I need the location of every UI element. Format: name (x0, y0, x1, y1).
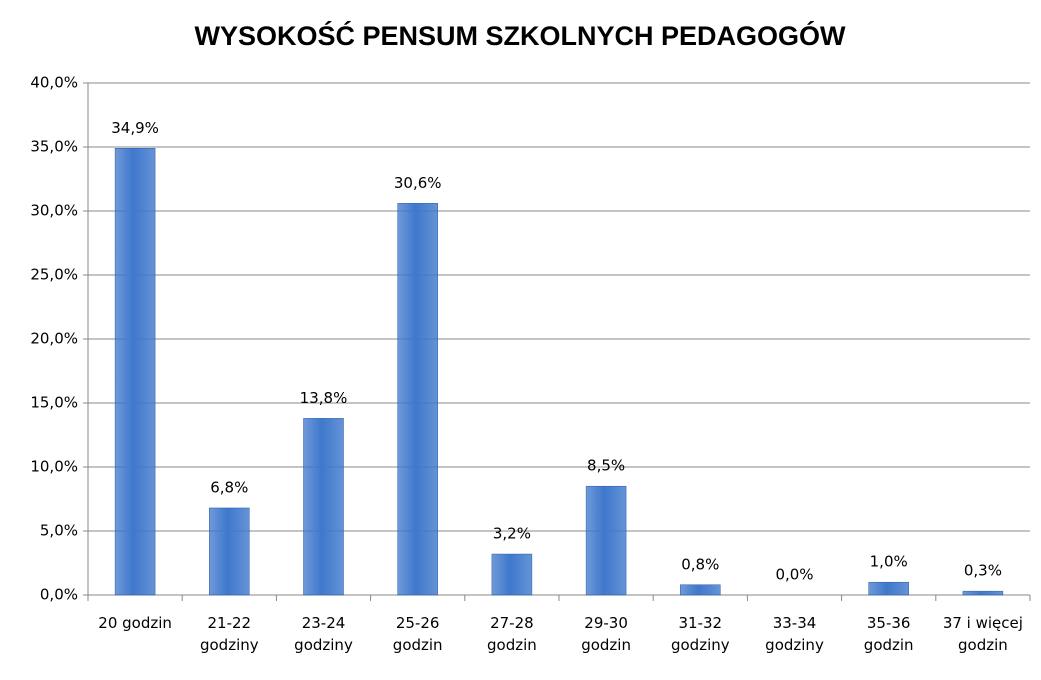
x-tick-label: 25-26 godzin (392, 614, 443, 654)
y-tick-label: 20,0% (30, 330, 78, 348)
y-tick-label: 5,0% (40, 522, 78, 540)
y-tick-label: 30,0% (30, 202, 78, 220)
bar (209, 507, 250, 596)
x-tick-label: 21-22 godziny (199, 614, 259, 654)
value-label: 34,9% (111, 119, 159, 137)
x-tick-label: 23-24 godziny (294, 614, 353, 654)
value-label: 0,8% (681, 555, 719, 573)
bar (114, 148, 156, 596)
value-label: 6,8% (210, 478, 248, 496)
x-tick-label: 35-36 godzin (863, 614, 914, 654)
bar (962, 590, 1004, 596)
y-tick-label: 25,0% (30, 266, 78, 284)
y-tick-label: 10,0% (30, 458, 78, 476)
y-tick-label: 0,0% (40, 586, 78, 604)
x-tick-label: 33-34 godziny (765, 614, 824, 654)
value-label: 1,0% (870, 553, 908, 571)
bar (680, 584, 721, 596)
value-label: 0,3% (964, 562, 1002, 580)
x-tick-label: 29-30 godzin (581, 614, 631, 654)
x-tick-label: 20 godzin (98, 614, 172, 632)
y-tick-label: 40,0% (30, 74, 78, 92)
bar (303, 418, 344, 596)
bar (397, 203, 438, 596)
y-tick-label: 15,0% (30, 394, 78, 412)
chart-title: WYSOKOŚĆ PENSUM SZKOLNYCH PEDAGOGÓW (194, 20, 846, 51)
value-label: 8,5% (587, 457, 625, 475)
value-label: 30,6% (394, 174, 442, 192)
value-label: 3,2% (493, 525, 531, 543)
bar (585, 485, 627, 596)
x-tick-label: 37 i więcej godzin (942, 614, 1023, 654)
y-tick-label: 35,0% (30, 138, 78, 156)
x-tick-label: 27-28 godzin (487, 614, 537, 654)
value-label: 0,0% (775, 566, 813, 584)
bar (868, 581, 909, 596)
bar (491, 553, 533, 596)
value-label: 13,8% (300, 389, 348, 407)
x-tick-label: 31-32 godziny (670, 614, 730, 654)
